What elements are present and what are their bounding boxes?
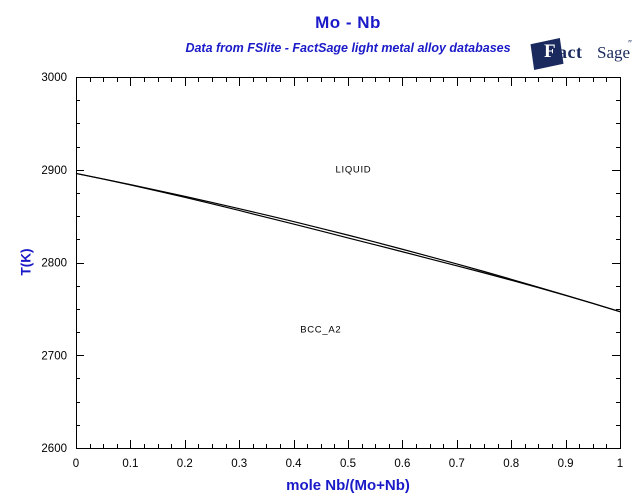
x-tick-label: 0.5 [340,458,356,470]
chart-title: Mo - Nb [315,13,381,32]
factsage-logo: F act Sage ″ [529,37,637,72]
y-tick-label: 2900 [41,165,67,177]
x-tick-label: 0.8 [503,458,519,470]
x-tick-label: 0.7 [449,458,465,470]
curve-solidus [75,172,621,313]
chart-subtitle: Data from FSlite - FactSage light metal … [185,41,511,55]
x-tick-label: 0.6 [394,458,410,470]
region-label-bcc-a2: BCC_A2 [300,324,342,336]
x-tick-label: 0 [73,458,79,470]
x-tick-label: 0.1 [122,458,138,470]
y-tick-label: 3000 [41,72,67,84]
x-tick-label: 0.3 [231,458,247,470]
x-tick-label: 1 [617,458,623,470]
x-axis-title: mole Nb/(Mo+Nb) [286,477,410,494]
factsage-logo-trademark: ″ [628,39,633,50]
y-tick-label: 2800 [41,258,67,270]
y-axis-title: T(K) [18,248,34,276]
y-tick-label: 2700 [41,350,67,362]
factsage-logo-letter-f: F [544,41,556,62]
x-tick-label: 0.9 [558,458,574,470]
x-tick-label: 0.4 [286,458,303,470]
plot-frame [76,77,621,449]
x-tick-label: 0.2 [177,458,193,470]
factsage-logo-act: act [558,42,583,62]
curve-liquidus [75,172,621,313]
y-tick-label: 2600 [41,443,67,455]
region-label-liquid: LIQUID [335,164,372,176]
factsage-logo-sage: Sage [597,43,631,62]
